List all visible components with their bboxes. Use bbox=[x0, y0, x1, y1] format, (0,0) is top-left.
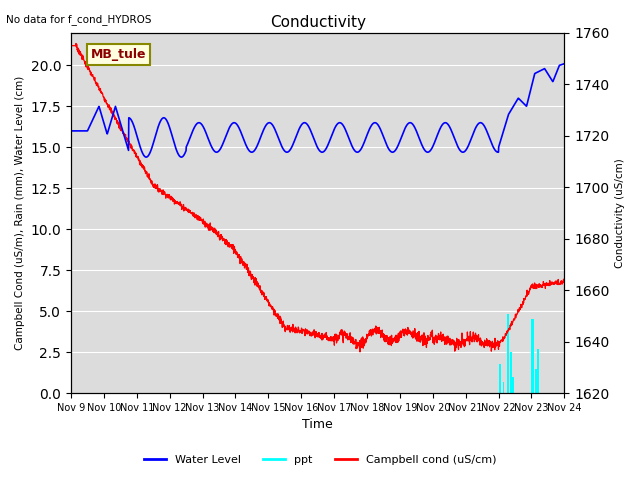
Title: Conductivity: Conductivity bbox=[269, 15, 365, 30]
Y-axis label: Campbell Cond (uS/m), Rain (mm), Water Level (cm): Campbell Cond (uS/m), Rain (mm), Water L… bbox=[15, 76, 25, 350]
Legend: Water Level, ppt, Campbell cond (uS/cm): Water Level, ppt, Campbell cond (uS/cm) bbox=[140, 451, 500, 469]
Text: No data for f_cond_HYDROS: No data for f_cond_HYDROS bbox=[6, 14, 152, 25]
Y-axis label: Conductivity (uS/cm): Conductivity (uS/cm) bbox=[615, 158, 625, 268]
X-axis label: Time: Time bbox=[302, 419, 333, 432]
Text: MB_tule: MB_tule bbox=[91, 48, 147, 61]
